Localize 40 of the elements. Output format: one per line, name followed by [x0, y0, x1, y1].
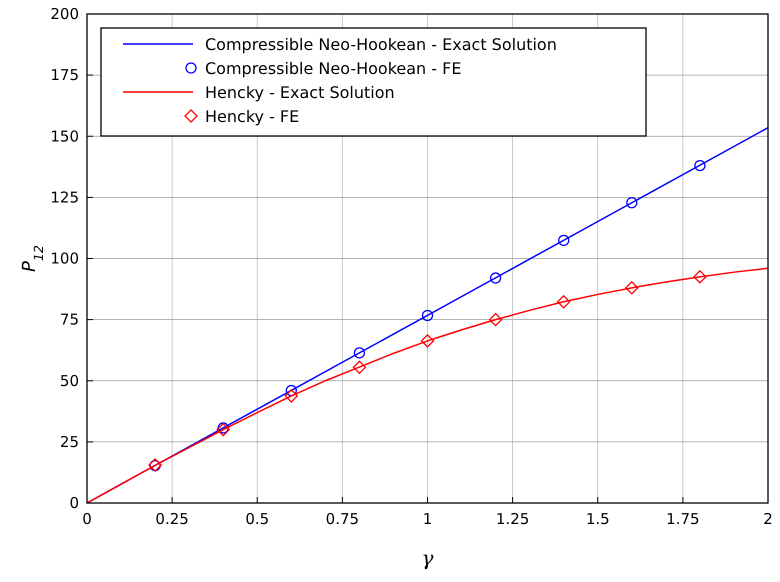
point	[626, 197, 638, 208]
point	[284, 389, 298, 403]
y-tick-label: 0	[69, 494, 79, 512]
y-tick-label: 150	[50, 127, 79, 146]
x-tick-label: 1.25	[496, 510, 530, 528]
point	[625, 281, 638, 294]
y-tick-label: 25	[60, 432, 79, 451]
point	[352, 360, 366, 374]
x-tick-label: 0.5	[245, 510, 270, 528]
x-axis-title: γ	[422, 546, 434, 570]
point	[216, 423, 230, 436]
x-tick-label: 0.25	[155, 510, 189, 528]
legend-label: Hencky - FE	[205, 107, 300, 126]
legend-label: Compressible Neo-Hookean - Exact Solution	[205, 35, 557, 54]
point	[557, 295, 570, 308]
point	[490, 272, 502, 284]
point	[558, 234, 570, 246]
y-tick-label: 175	[50, 66, 79, 84]
y-tick-label: 125	[50, 188, 79, 206]
point	[693, 270, 707, 284]
legend-label: Compressible Neo-Hookean - FE	[205, 59, 462, 78]
y-tick-label: 75	[60, 310, 79, 329]
point	[286, 384, 297, 396]
x-tick-label: 0.75	[326, 510, 360, 528]
point	[218, 422, 229, 434]
point	[422, 310, 434, 322]
line-series	[86, 268, 769, 504]
y-tick-label: 50	[60, 372, 79, 390]
x-tick-label: 2	[763, 510, 773, 528]
legend-label: Hencky - Exact Solution	[205, 83, 395, 102]
point	[694, 160, 706, 172]
x-tick-label: 1.5	[586, 510, 610, 528]
point	[420, 334, 434, 348]
point	[354, 347, 366, 359]
y-tick-label: 200	[50, 5, 79, 23]
x-tick-label: 1	[422, 510, 432, 528]
point	[488, 312, 502, 326]
x-tick-label: 1.75	[666, 510, 700, 528]
y-tick-label: 100	[50, 250, 79, 268]
x-tick-label: 0	[82, 510, 92, 528]
